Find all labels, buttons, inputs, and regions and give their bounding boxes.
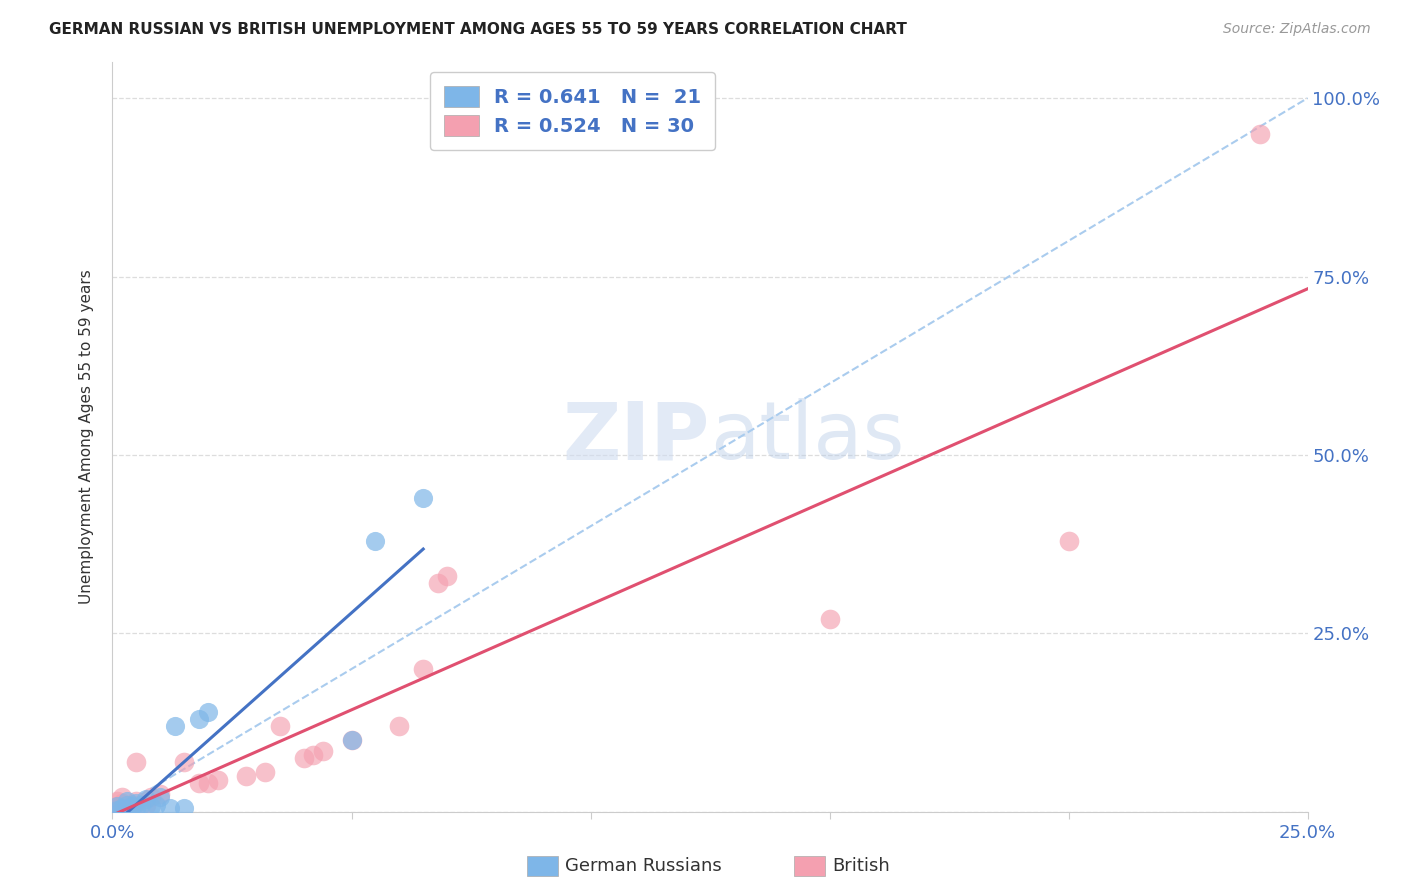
Point (111, 796, 134, 810)
Point (135, 792, 157, 806)
Point (121, 797, 143, 812)
Point (426, 576, 449, 591)
Point (105, 794, 128, 808)
Point (145, 797, 167, 812)
Point (312, 744, 335, 758)
Point (207, 772, 229, 787)
Point (115, 797, 138, 812)
Point (1249, 127, 1271, 141)
Text: British: British (832, 857, 890, 875)
Point (105, 799, 128, 814)
Point (197, 776, 219, 790)
Text: Source: ZipAtlas.com: Source: ZipAtlas.com (1223, 22, 1371, 37)
Point (149, 787, 172, 801)
Point (115, 794, 138, 808)
Point (197, 705, 219, 719)
Point (111, 790, 134, 805)
Text: German Russians: German Russians (565, 857, 721, 875)
Point (412, 662, 434, 676)
Legend: R = 0.641   N =  21, R = 0.524   N = 30: R = 0.641 N = 21, R = 0.524 N = 30 (430, 72, 716, 150)
Point (135, 797, 157, 812)
Point (105, 803, 128, 817)
Point (163, 719, 186, 733)
Point (105, 799, 128, 814)
Point (125, 794, 148, 808)
Point (1057, 533, 1080, 548)
Point (139, 790, 162, 805)
Point (125, 796, 148, 810)
Point (340, 733, 363, 747)
Point (111, 801, 134, 815)
Point (159, 801, 181, 815)
Point (436, 569, 458, 583)
Point (173, 755, 195, 769)
Point (129, 797, 152, 812)
Point (125, 755, 148, 769)
Text: ZIP: ZIP (562, 398, 710, 476)
Y-axis label: Unemployment Among Ages 55 to 59 years: Unemployment Among Ages 55 to 59 years (79, 269, 94, 605)
Point (187, 776, 209, 790)
Point (235, 769, 257, 783)
Point (121, 799, 143, 814)
Point (121, 801, 143, 815)
Text: atlas: atlas (710, 398, 904, 476)
Point (254, 765, 277, 780)
Point (412, 491, 434, 505)
Point (269, 719, 291, 733)
Point (173, 801, 195, 815)
Point (818, 612, 841, 626)
Point (125, 801, 148, 815)
Text: GERMAN RUSSIAN VS BRITISH UNEMPLOYMENT AMONG AGES 55 TO 59 YEARS CORRELATION CHA: GERMAN RUSSIAN VS BRITISH UNEMPLOYMENT A… (49, 22, 907, 37)
Point (364, 533, 387, 548)
Point (139, 799, 162, 814)
Point (388, 719, 411, 733)
Point (187, 712, 209, 726)
Point (292, 751, 315, 765)
Point (149, 790, 172, 805)
Point (340, 733, 363, 747)
Point (302, 747, 325, 762)
Point (105, 803, 128, 817)
